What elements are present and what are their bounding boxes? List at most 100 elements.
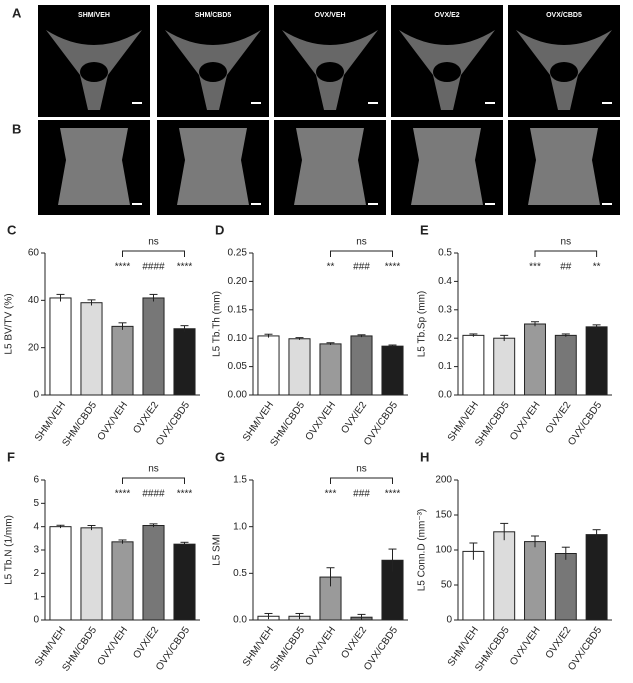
panel-letter: G	[215, 449, 225, 464]
y-axis-label: L5 SMI	[212, 534, 223, 566]
bar	[80, 527, 103, 621]
bar	[462, 550, 485, 621]
y-tick-label: 0.20	[228, 276, 248, 287]
y-tick-label: 0.0	[233, 615, 247, 626]
bracket-label: ns	[148, 237, 159, 248]
bracket-label: ns	[356, 464, 367, 475]
significance: ****	[385, 262, 401, 273]
bar	[288, 338, 311, 396]
panel-letter: F	[7, 449, 15, 464]
significance: **	[593, 262, 601, 273]
significance: ****	[115, 262, 131, 273]
bar	[142, 525, 165, 621]
canal	[80, 62, 108, 82]
bracket-label: ns	[561, 237, 572, 248]
y-tick-label: 0.4	[438, 276, 452, 287]
canal	[433, 62, 461, 82]
significance: ***	[325, 489, 337, 500]
bar	[80, 302, 103, 396]
vertebral-body	[411, 128, 483, 205]
y-axis-label: L5 Tb.Sp (mm)	[417, 291, 428, 358]
bar	[585, 534, 608, 621]
x-tick-label: OVX/VEH	[96, 625, 131, 668]
x-tick-label: OVX/E2	[131, 400, 161, 436]
bar	[173, 328, 196, 396]
x-tick-label: OVX/E2	[339, 625, 369, 661]
bracket-label: ns	[356, 237, 367, 248]
image-label: SHM/VEH	[78, 12, 110, 19]
bar	[524, 323, 546, 396]
y-tick-label: 6	[33, 475, 39, 486]
panel-letter: A	[12, 5, 22, 20]
y-tick-label: 0.05	[228, 361, 248, 372]
y-tick-label: 0.25	[228, 248, 248, 259]
bracket	[330, 477, 393, 484]
bracket	[534, 250, 598, 257]
y-tick-label: 2	[33, 568, 39, 579]
y-tick-label: 0.5	[438, 248, 452, 259]
x-tick-label: OVX/E2	[339, 400, 369, 436]
bar	[173, 543, 196, 621]
bar	[493, 337, 516, 396]
y-axis-label: L5 Tb.N (1/mm)	[4, 515, 15, 585]
bar	[554, 334, 577, 396]
vertebral-body	[58, 128, 130, 205]
bar	[111, 325, 134, 396]
canal	[199, 62, 227, 82]
image-label: OVX/CBD5	[546, 12, 582, 19]
bar	[257, 335, 280, 396]
vertebral-body	[177, 128, 249, 205]
y-tick-label: 0.1	[438, 361, 452, 372]
y-tick-label: 40	[28, 295, 40, 306]
x-tick-label: OVX/VEH	[96, 400, 131, 443]
x-tick-label: OVX/VEH	[508, 625, 543, 668]
y-tick-label: 200	[435, 475, 452, 486]
x-tick-label: OVX/VEH	[304, 625, 339, 668]
y-tick-label: 0.2	[438, 333, 452, 344]
significance: ****	[385, 489, 401, 500]
bracket	[122, 250, 185, 257]
x-tick-label: OVX/E2	[131, 625, 161, 661]
x-tick-label: OVX/VEH	[304, 400, 339, 443]
y-tick-label: 0.0	[438, 390, 452, 401]
y-tick-label: 3	[33, 545, 39, 556]
y-tick-label: 150	[435, 510, 452, 521]
image-label: OVX/VEH	[314, 12, 345, 19]
x-tick-label: SHM/VEH	[241, 400, 276, 444]
significance: ###	[353, 489, 370, 500]
y-tick-label: 60	[28, 248, 40, 259]
panel-letter: E	[420, 222, 429, 237]
y-tick-label: 0.10	[228, 333, 248, 344]
y-tick-label: 1.0	[233, 521, 247, 532]
y-tick-label: 1.5	[233, 475, 247, 486]
image-label: SHM/CBD5	[195, 12, 232, 19]
bar	[111, 541, 134, 621]
vertebral-body	[528, 128, 600, 205]
x-tick-label: OVX/VEH	[508, 400, 543, 443]
y-tick-label: 0.15	[228, 304, 248, 315]
significance: ***	[529, 262, 541, 273]
panel-letter: C	[7, 222, 17, 237]
y-tick-label: 50	[441, 580, 453, 591]
x-tick-label: SHM/VEH	[33, 400, 68, 444]
bracket-label: ns	[148, 464, 159, 475]
x-tick-label: OVX/E2	[544, 400, 574, 436]
x-tick-label: SHM/VEH	[33, 625, 68, 669]
y-axis-label: L5 Tb.Th (mm)	[212, 291, 223, 357]
bar	[585, 326, 608, 396]
panel-letter: D	[215, 222, 224, 237]
x-tick-label: OVX/E2	[544, 625, 574, 661]
significance: ****	[177, 262, 193, 273]
canal	[316, 62, 344, 82]
bar	[350, 335, 373, 396]
significance: ****	[177, 489, 193, 500]
y-tick-label: 0	[446, 615, 452, 626]
panel-letter: H	[420, 449, 429, 464]
y-tick-label: 5	[33, 498, 39, 509]
bar	[381, 345, 404, 396]
panel-letter: B	[12, 121, 21, 136]
bar	[462, 334, 485, 396]
y-tick-label: 0.00	[228, 390, 248, 401]
bar	[49, 526, 72, 621]
